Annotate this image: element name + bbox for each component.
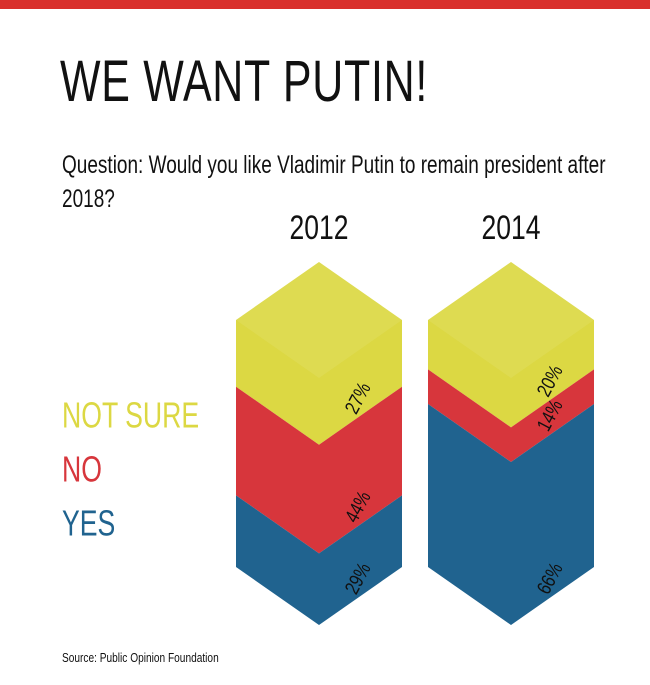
chart-subtitle: Question: Would you like Vladimir Putin …	[62, 151, 606, 213]
segment	[428, 369, 594, 462]
legend-label: NO	[62, 449, 102, 490]
legend-label: YES	[62, 503, 115, 544]
x-tick-label: 2014	[482, 209, 541, 247]
segment	[236, 262, 402, 445]
segment	[236, 495, 402, 625]
top-bar	[0, 0, 650, 9]
legend-label: NOT SURE	[62, 395, 199, 436]
segment	[428, 262, 594, 428]
top-face	[428, 262, 594, 378]
source-note: Source: Public Opinion Foundation	[62, 650, 219, 665]
x-tick-label: 2012	[290, 209, 349, 247]
top-face	[236, 262, 402, 378]
chart-title: WE WANT PUTIN!	[60, 49, 429, 114]
segment	[236, 386, 402, 554]
segment	[428, 403, 594, 625]
